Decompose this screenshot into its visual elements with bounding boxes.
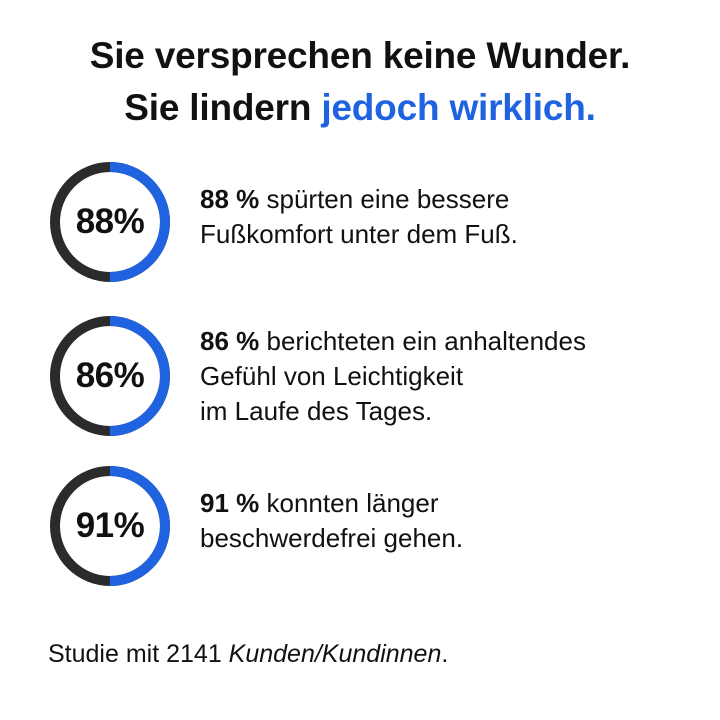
stat-3-lead: 91 %	[200, 488, 260, 518]
stat-3-description: 91 % konnten länger beschwerdefrei gehen…	[200, 486, 690, 556]
progress-ring-2-fill	[50, 316, 170, 436]
progress-ring-3: 91%	[48, 464, 172, 588]
footnote-suffix: .	[441, 640, 449, 668]
stat-2-value: 86%	[75, 356, 145, 395]
stat-item-2: 86% 86 % berichteten ein anhaltendes Gef…	[48, 314, 688, 444]
stat-1-description: 88 % spürten eine bessere Fußkomfort unt…	[200, 182, 690, 252]
stat-1-lead: 88 %	[200, 184, 260, 214]
headline-accent: jedoch wirklich.	[321, 87, 596, 128]
stat-1-value: 88%	[75, 202, 145, 241]
stat-item-3: 91% 91 % konnten länger beschwerdefrei g…	[48, 464, 688, 594]
stat-3-value: 91%	[75, 506, 145, 545]
stat-2-line-2: Gefühl von Leichtigkeit	[200, 361, 464, 391]
stat-2-line-3: im Laufe des Tages.	[200, 396, 433, 426]
stat-2-line-1: 86 % berichteten ein anhaltendes	[200, 324, 690, 359]
headline: Sie versprechen keine Wunder. Sie linder…	[0, 30, 720, 134]
progress-ring-3-fill	[50, 466, 170, 586]
headline-line-2: Sie lindern jedoch wirklich.	[0, 82, 720, 134]
progress-ring-1: 88%	[48, 160, 172, 284]
footnote-emphasis: Kunden/Kundinnen	[228, 640, 442, 668]
stat-3-line-1-rest: konnten länger	[259, 488, 439, 518]
progress-ring-1-graphic	[50, 162, 170, 282]
progress-ring-3-graphic	[50, 466, 170, 586]
stat-1-line-1-rest: spürten eine bessere	[259, 184, 510, 214]
stat-2-line-1-rest: berichteten ein anhaltendes	[259, 326, 586, 356]
stat-2-description: 86 % berichteten ein anhaltendes Gefühl …	[200, 324, 690, 429]
stat-item-1: 88% 88 % spürten eine bessere Fußkomfort…	[48, 160, 688, 290]
stat-1-line-1: 88 % spürten eine bessere	[200, 182, 690, 217]
stat-3-line-1: 91 % konnten länger	[200, 486, 690, 521]
study-footnote: Studie mit 2141 Kunden/Kundinnen.	[48, 636, 448, 672]
progress-ring-2: 86%	[48, 314, 172, 438]
headline-line-1: Sie versprechen keine Wunder.	[89, 35, 631, 76]
progress-ring-1-fill	[50, 162, 170, 282]
headline-line-2-prefix: Sie lindern	[124, 87, 322, 128]
stat-3-line-2: beschwerdefrei gehen.	[200, 523, 464, 553]
stat-2-lead: 86 %	[200, 326, 260, 356]
progress-ring-2-graphic	[50, 316, 170, 436]
stat-1-line-2: Fußkomfort unter dem Fuß.	[200, 219, 518, 249]
footnote-prefix: Studie mit 2141	[48, 640, 229, 668]
